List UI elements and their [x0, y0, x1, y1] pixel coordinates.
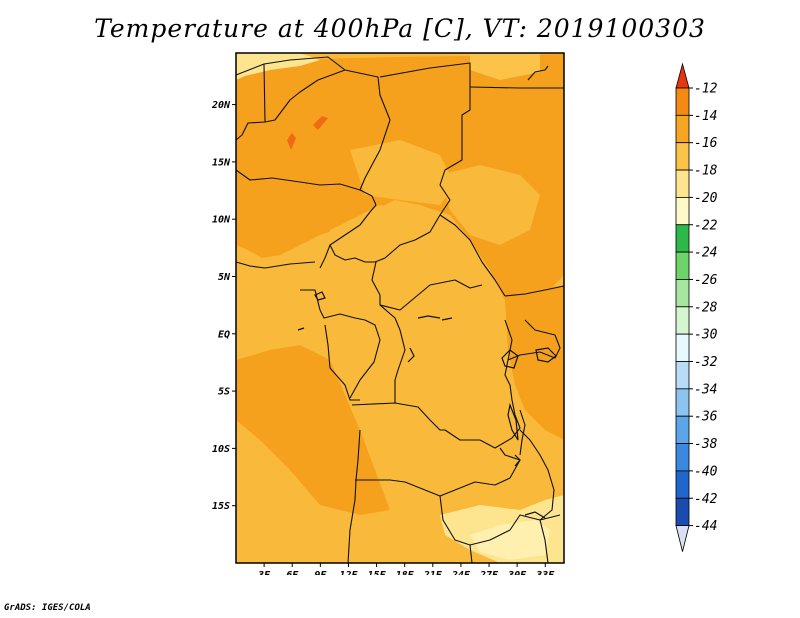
- lat-label: 5N: [218, 272, 231, 283]
- colorbar-swatch: [675, 388, 690, 417]
- colorbar-swatch: [675, 169, 690, 198]
- map-field-warm-southwest: [236, 345, 390, 515]
- lat-label: 15S: [212, 501, 230, 512]
- map-frame: [235, 52, 565, 564]
- map-field-cool-ne: [470, 53, 540, 80]
- lat-label: 15N: [212, 157, 231, 168]
- lon-label: 3E: [257, 570, 271, 575]
- colorbar-label: -24: [694, 246, 717, 261]
- colorbar-label: -26: [694, 273, 718, 288]
- colorbar-swatch: [675, 443, 690, 472]
- lon-label: 6E: [286, 570, 299, 575]
- lat-label: 5S: [218, 387, 230, 398]
- colorbar-label: -22: [694, 218, 718, 233]
- colorbar-label: -14: [694, 109, 717, 124]
- colorbar-label: -34: [694, 382, 717, 397]
- colorbar-label: -32: [694, 355, 718, 370]
- grads-credit: GrADS: IGES/COLA: [4, 603, 91, 613]
- colorbar-label: -44: [694, 519, 717, 534]
- lon-label: 33E: [535, 570, 555, 575]
- lat-label: 10N: [212, 215, 231, 226]
- map-field-cool-south-inner: [470, 520, 550, 560]
- map-field-mid-central: [330, 205, 480, 320]
- colorbar-swatch: [675, 114, 690, 144]
- longitude-axis: 3E 6E 9E 12E 15E 18E 21E 24E 27E 30E 33E: [257, 563, 555, 575]
- latitude-axis: 20N 15N 10N 5N EQ 5S 10S 15S: [211, 100, 236, 512]
- colorbar-swatch: [675, 279, 690, 308]
- colorbar: -12 -14 -16 -18 -20 -22 -24 -26 -28 -30 -32 -34 -36 -…: [675, 62, 718, 552]
- colorbar-label: -40: [694, 464, 718, 479]
- colorbar-swatch: [675, 196, 690, 226]
- map-field-hot-spot-1: [287, 133, 296, 150]
- map-field-mid-ne: [440, 165, 540, 245]
- colorbar-swatch: [675, 224, 690, 253]
- colorbar-label: -12: [694, 82, 718, 97]
- colorbar-swatch: [675, 142, 690, 171]
- colorbar-swatch: [675, 251, 690, 280]
- lat-label: 20N: [211, 100, 231, 111]
- colorbar-swatch: [675, 87, 690, 116]
- colorbar-label: -16: [694, 136, 718, 151]
- country-borders: [235, 56, 565, 564]
- colorbar-under-triangle: [675, 525, 690, 552]
- colorbar-swatch: [675, 306, 690, 335]
- lon-label: 9E: [314, 570, 327, 575]
- map-field-hot-spot-2: [313, 116, 328, 130]
- lon-label: 15E: [368, 570, 387, 575]
- lon-label: 24E: [451, 570, 471, 575]
- colorbar-label: -42: [694, 492, 718, 507]
- lon-label: 12E: [339, 570, 358, 575]
- lat-label: EQ: [218, 329, 230, 340]
- colorbar-swatch: [675, 470, 690, 499]
- colorbar-label: -30: [694, 328, 718, 343]
- lon-label: 21E: [423, 570, 443, 575]
- map-field-warm-east: [505, 285, 564, 440]
- lon-label: 18E: [396, 570, 415, 575]
- colorbar-swatch: [675, 333, 690, 362]
- colorbar-label: -18: [694, 164, 718, 179]
- colorbar-swatch: [675, 497, 690, 527]
- temperature-map: 20N 15N 10N 5N EQ 5S 10S 15S 3E 6E 9E 12E 15E 18E 21E…: [211, 52, 565, 575]
- colorbar-over-triangle: [675, 62, 690, 89]
- colorbar-label: -38: [694, 437, 718, 452]
- colorbar-label: -36: [694, 410, 718, 425]
- map-title: Temperature at 400hPa [C], VT: 201910030…: [94, 14, 706, 43]
- lon-label: 27E: [479, 570, 499, 575]
- lakes: [297, 291, 557, 519]
- lon-label: 30E: [507, 570, 527, 575]
- colorbar-label: -20: [694, 191, 718, 206]
- lat-label: 10S: [212, 444, 230, 455]
- colorbar-swatch: [675, 415, 690, 444]
- colorbar-swatch: [675, 361, 690, 390]
- colorbar-label: -28: [694, 300, 718, 315]
